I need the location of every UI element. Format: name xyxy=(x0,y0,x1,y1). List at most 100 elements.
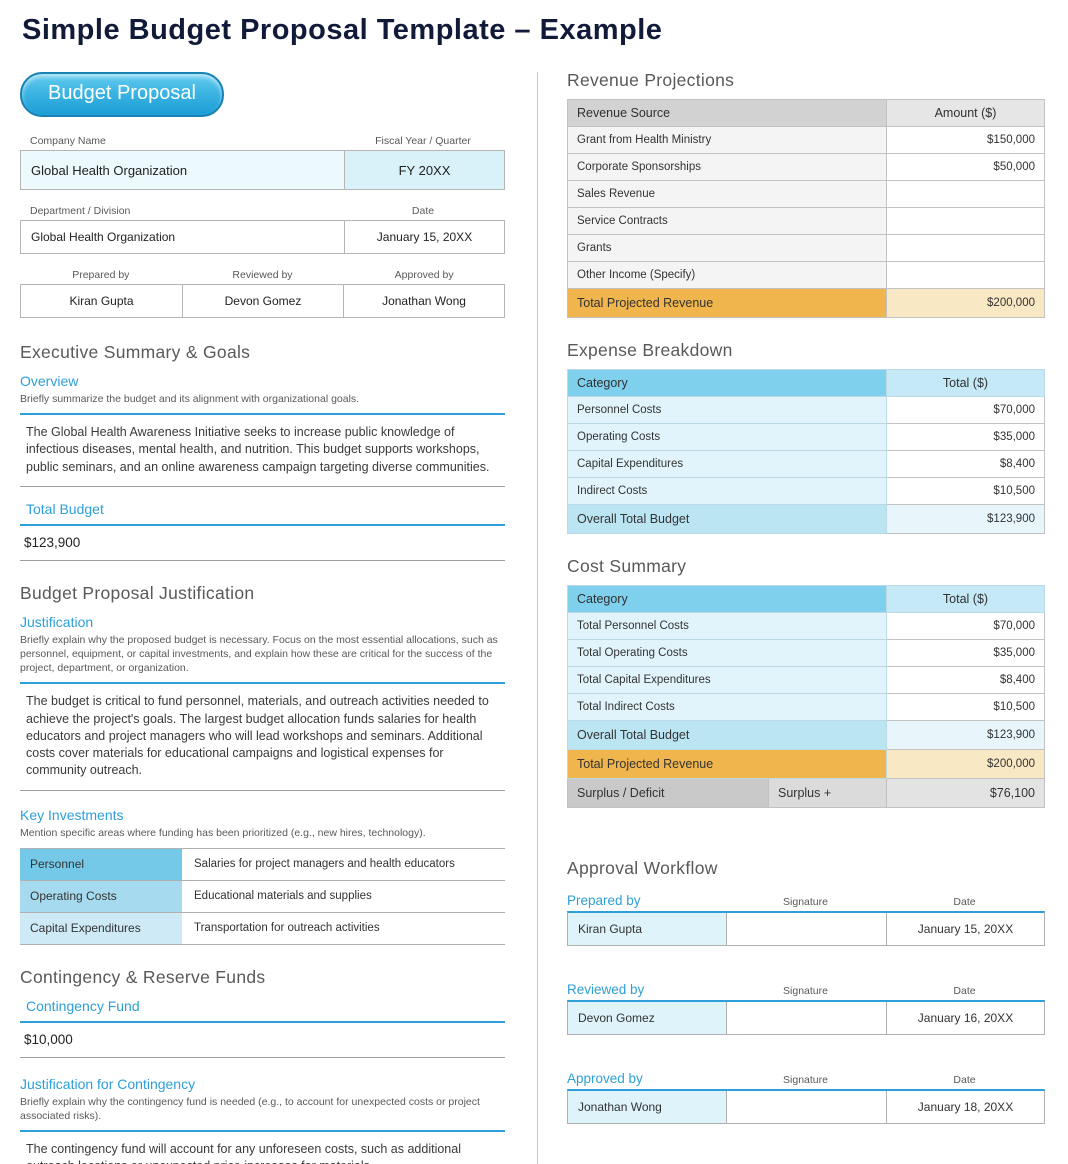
amount-cell[interactable]: $10,500 xyxy=(886,477,1045,505)
total-projected-revenue-label: Total Projected Revenue xyxy=(567,749,887,779)
investment-desc-cell[interactable]: Transportation for outreach activities xyxy=(182,912,505,944)
investment-category-cell[interactable]: Operating Costs xyxy=(20,880,182,912)
amount-cell[interactable] xyxy=(886,261,1045,289)
revenue-source-cell: Other Income (Specify) xyxy=(567,261,887,289)
investment-desc-cell[interactable]: Educational materials and supplies xyxy=(182,880,505,912)
approved-by-date-cell[interactable]: January 18, 20XX xyxy=(886,1091,1044,1123)
total-budget-value[interactable]: $123,900 xyxy=(24,534,81,550)
amount-cell[interactable]: $150,000 xyxy=(886,126,1045,154)
right-column: Revenue Projections Revenue Source Amoun… xyxy=(567,70,1045,1124)
revenue-projections-heading: Revenue Projections xyxy=(567,70,735,90)
overall-total-budget-value[interactable]: $123,900 xyxy=(886,504,1045,534)
overall-total-budget-value[interactable]: $123,900 xyxy=(886,720,1045,750)
amount-cell[interactable]: $35,000 xyxy=(886,639,1045,667)
department-field[interactable]: Global Health Organization xyxy=(21,221,344,253)
expense-breakdown-table: Category Total ($) Personnel Costs $70,0… xyxy=(567,369,1045,534)
prepared-by-name-cell[interactable]: Kiran Gupta xyxy=(568,913,726,945)
revenue-source-cell: Service Contracts xyxy=(567,207,887,235)
amount-cell[interactable]: $10,500 xyxy=(886,693,1045,721)
amount-cell[interactable]: $70,000 xyxy=(886,396,1045,424)
amount-cell[interactable]: $70,000 xyxy=(886,612,1045,640)
table-row: Operating Costs Educational materials an… xyxy=(20,879,505,912)
category-cell: Indirect Costs xyxy=(567,477,887,505)
department-date-group: Department / Division Date Global Health… xyxy=(20,205,505,254)
approved-by-block: Approved by Signature Date Jonathan Wong… xyxy=(567,1071,1045,1124)
total-budget-divider xyxy=(20,523,505,526)
table-row: Service Contracts xyxy=(567,207,1045,235)
table-row: Personnel Salaries for project managers … xyxy=(20,847,505,880)
table-row: Total Capital Expenditures $8,400 xyxy=(567,666,1045,694)
category-header: Category xyxy=(567,369,887,397)
approved-by-name-cell[interactable]: Jonathan Wong xyxy=(568,1091,726,1123)
date-field[interactable]: January 15, 20XX xyxy=(344,221,504,253)
reviewed-by-signature-cell[interactable] xyxy=(726,1002,886,1034)
reviewed-by-name-cell[interactable]: Devon Gomez xyxy=(568,1002,726,1034)
table-row: Operating Costs $35,000 xyxy=(567,423,1045,451)
date-label: Date xyxy=(411,205,435,217)
revenue-source-header: Revenue Source xyxy=(567,99,887,127)
amount-cell[interactable] xyxy=(886,207,1045,235)
signature-label: Signature xyxy=(783,1074,828,1086)
contingency-fund-bottom-divider xyxy=(20,1056,505,1058)
amount-cell[interactable]: $35,000 xyxy=(886,423,1045,451)
table-row: Grant from Health Ministry $150,000 xyxy=(567,126,1045,154)
justification-subheading: Justification xyxy=(20,613,94,630)
table-header-row: Category Total ($) xyxy=(567,585,1045,613)
total-row: Overall Total Budget $123,900 xyxy=(567,720,1045,750)
total-projected-revenue-value[interactable]: $200,000 xyxy=(886,749,1045,779)
approved-by-field[interactable]: Jonathan Wong xyxy=(343,285,504,317)
surplus-value-cell[interactable]: $76,100 xyxy=(886,778,1045,808)
company-name-field[interactable]: Global Health Organization xyxy=(21,151,344,189)
surplus-deficit-label: Surplus / Deficit xyxy=(567,778,769,808)
contingency-justification-text[interactable]: The contingency fund will account for an… xyxy=(26,1142,461,1164)
category-cell: Total Capital Expenditures xyxy=(567,666,887,694)
investment-category-cell[interactable]: Personnel xyxy=(20,848,182,880)
contingency-fund-divider xyxy=(20,1020,505,1023)
key-investments-hint: Mention specific areas where funding has… xyxy=(20,826,426,839)
table-row: Total Personnel Costs $70,000 xyxy=(567,612,1045,640)
table-row: Sales Revenue xyxy=(567,180,1045,208)
surplus-row: Surplus / Deficit Surplus + $76,100 xyxy=(567,778,1045,808)
amount-cell[interactable]: $8,400 xyxy=(886,450,1045,478)
reviewed-by-date-cell[interactable]: January 16, 20XX xyxy=(886,1002,1044,1034)
department-label: Department / Division xyxy=(30,205,131,217)
fiscal-year-label: Fiscal Year / Quarter xyxy=(375,135,471,147)
surplus-status-cell[interactable]: Surplus + xyxy=(768,778,887,808)
total-row: Overall Total Budget $123,900 xyxy=(567,504,1045,534)
expense-breakdown-heading: Expense Breakdown xyxy=(567,340,733,360)
investment-desc-cell[interactable]: Salaries for project managers and health… xyxy=(182,848,505,880)
investment-category-cell[interactable]: Capital Expenditures xyxy=(20,912,182,944)
amount-cell[interactable] xyxy=(886,180,1045,208)
prepared-by-signature-cell[interactable] xyxy=(726,913,886,945)
cost-summary-heading: Cost Summary xyxy=(567,556,687,576)
justification-heading: Budget Proposal Justification xyxy=(20,582,255,603)
reviewed-by-role-label: Reviewed by xyxy=(567,982,645,997)
column-divider xyxy=(537,72,538,1164)
amount-cell[interactable]: $50,000 xyxy=(886,153,1045,181)
approved-by-signature-cell[interactable] xyxy=(726,1091,886,1123)
amount-header: Amount ($) xyxy=(886,99,1045,127)
fiscal-year-field[interactable]: FY 20XX xyxy=(344,151,504,189)
table-row: Total Indirect Costs $10,500 xyxy=(567,693,1045,721)
contingency-heading: Contingency & Reserve Funds xyxy=(20,966,266,987)
overall-total-budget-label: Overall Total Budget xyxy=(567,720,887,750)
total-row: Total Projected Revenue $200,000 xyxy=(567,749,1045,779)
prepared-by-field[interactable]: Kiran Gupta xyxy=(21,285,182,317)
prepared-by-date-cell[interactable]: January 15, 20XX xyxy=(886,913,1044,945)
total-projected-revenue-value[interactable]: $200,000 xyxy=(886,288,1045,318)
prepared-by-block: Prepared by Signature Date Kiran Gupta J… xyxy=(567,893,1045,946)
signature-label: Signature xyxy=(783,985,828,997)
cost-summary-table: Category Total ($) Total Personnel Costs… xyxy=(567,585,1045,808)
overview-text[interactable]: The Global Health Awareness Initiative s… xyxy=(26,425,490,474)
justification-text[interactable]: The budget is critical to fund personnel… xyxy=(26,694,489,778)
amount-cell[interactable] xyxy=(886,234,1045,262)
category-cell: Operating Costs xyxy=(567,423,887,451)
category-cell: Total Operating Costs xyxy=(567,639,887,667)
table-header-row: Category Total ($) xyxy=(567,369,1045,397)
overview-bottom-divider xyxy=(20,485,505,487)
justification-hint: Briefly explain why the proposed budget … xyxy=(20,633,498,675)
contingency-fund-value[interactable]: $10,000 xyxy=(24,1031,73,1047)
amount-cell[interactable]: $8,400 xyxy=(886,666,1045,694)
reviewed-by-field[interactable]: Devon Gomez xyxy=(182,285,343,317)
reviewed-by-block: Reviewed by Signature Date Devon Gomez J… xyxy=(567,982,1045,1035)
